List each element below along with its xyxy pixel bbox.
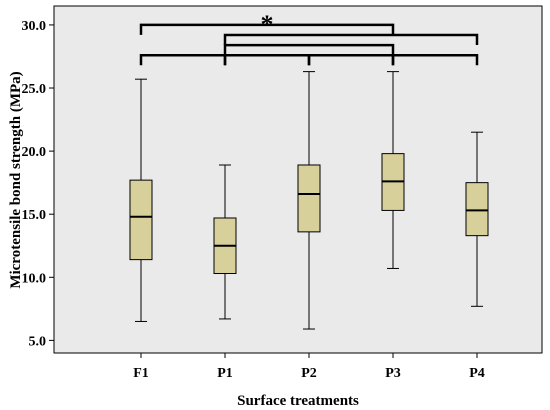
y-axis-ticks: 5.0 10.0 15.0 20.0 25.0 30.0 — [22, 19, 54, 349]
significance-brackets: * — [139, 10, 479, 66]
y-tick-label: 10.0 — [22, 271, 47, 286]
y-tick-label: 5.0 — [29, 334, 47, 349]
x-axis-title: Surface treatments — [237, 393, 359, 409]
box-p3 — [381, 71, 405, 269]
significance-bracket — [223, 43, 395, 56]
x-axis-ticks: F1 P1 P2 P3 P4 — [133, 353, 485, 381]
significance-asterisk: * — [261, 10, 274, 39]
y-tick-label: 15.0 — [22, 208, 47, 223]
significance-bracket — [139, 23, 395, 35]
y-tick-label: 30.0 — [22, 19, 47, 34]
y-tick-label: 20.0 — [22, 145, 47, 160]
y-axis-title: Microtensile bond strength (MPa) — [8, 71, 24, 288]
box-iqr — [297, 164, 321, 233]
x-tick-label: P3 — [385, 366, 401, 381]
box-iqr — [465, 182, 489, 237]
significance-bracket — [391, 53, 479, 66]
box-series — [129, 71, 489, 330]
box-f1 — [129, 78, 153, 322]
box-p1 — [213, 164, 237, 320]
x-tick-label: P1 — [217, 366, 233, 381]
box-iqr — [129, 179, 153, 261]
significance-bracket — [223, 33, 479, 46]
box-p4 — [465, 131, 489, 307]
x-tick-label: F1 — [133, 366, 149, 381]
box-p2 — [297, 71, 321, 330]
x-tick-label: P4 — [469, 366, 485, 381]
x-tick-label: P2 — [301, 366, 317, 381]
y-tick-label: 25.0 — [22, 82, 47, 97]
